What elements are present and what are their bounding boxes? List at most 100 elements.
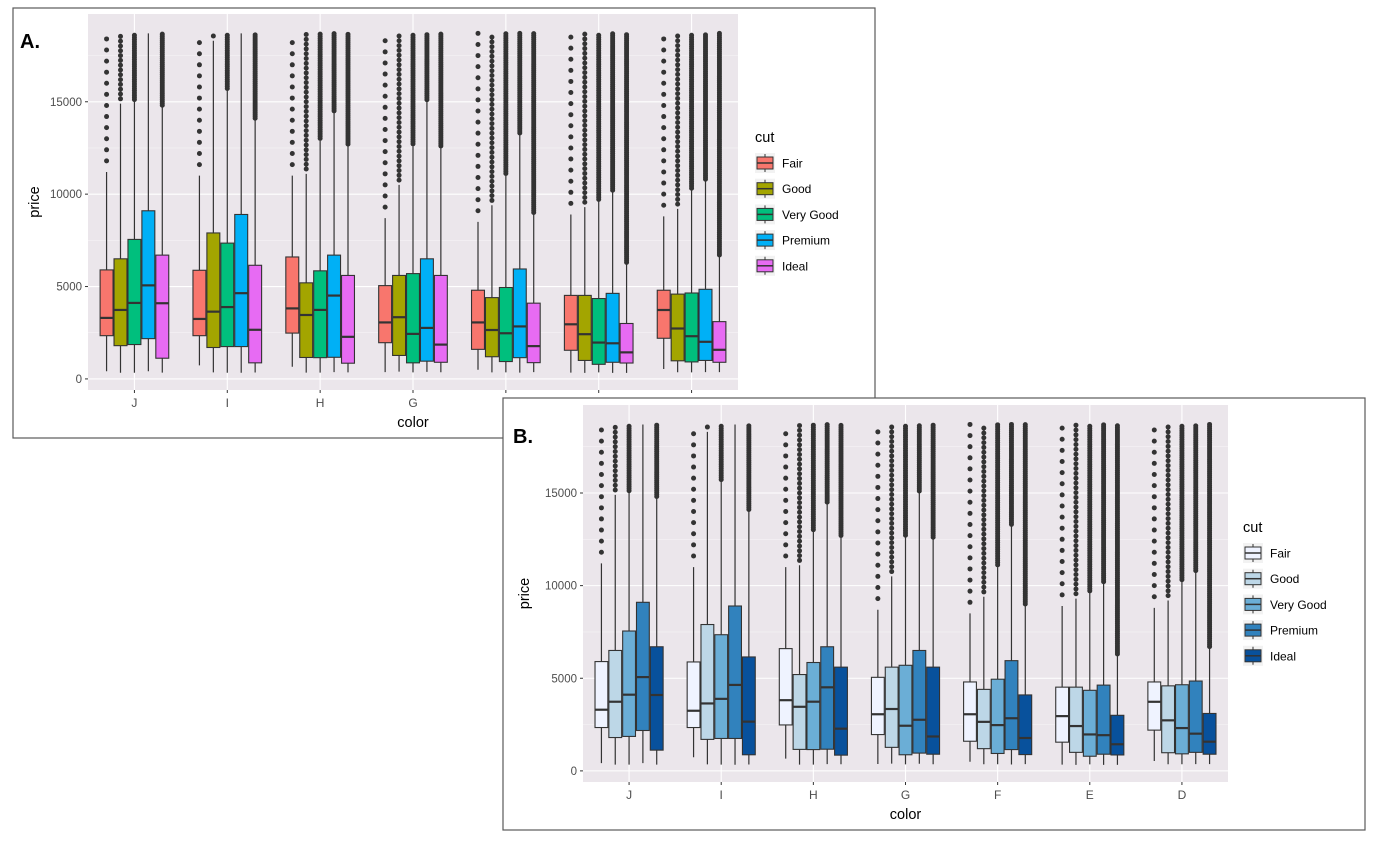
box-premium-F (512, 30, 527, 373)
outlier-point (624, 32, 630, 38)
box-very-good-E (591, 32, 606, 373)
outlier-point (159, 31, 165, 37)
box-premium-D (698, 32, 713, 373)
outlier-point (612, 482, 618, 488)
outlier-point (303, 36, 309, 42)
outlier-point (118, 38, 123, 44)
outlier-point (967, 555, 973, 561)
box (1147, 681, 1162, 731)
outlier-point (582, 146, 588, 152)
outlier-point (889, 496, 895, 502)
box (1055, 686, 1070, 743)
outlier-point (303, 156, 309, 162)
box (806, 661, 821, 751)
box (340, 274, 356, 364)
outlier-point (675, 172, 681, 178)
outlier-point (396, 86, 402, 92)
outlier-point (489, 188, 495, 194)
outlier-point (1101, 422, 1107, 428)
box-fair-G (378, 38, 393, 373)
outlier-point (1073, 466, 1079, 472)
outlier-point (1165, 438, 1171, 444)
box (470, 289, 486, 350)
outlier-point (783, 453, 789, 459)
outlier-point (118, 91, 123, 97)
outlier-point (1073, 446, 1079, 452)
outlier-point (875, 529, 881, 535)
outlier-point (612, 439, 618, 445)
outlier-point (382, 71, 388, 77)
box-good-F (484, 34, 499, 373)
outlier-point (1165, 429, 1171, 435)
outlier-point (675, 129, 681, 135)
outlier-point (1165, 578, 1171, 584)
outlier-point (1073, 538, 1079, 544)
outlier-point (489, 39, 495, 45)
outlier-point (582, 70, 588, 76)
outlier-point (967, 488, 973, 494)
outlier-point (797, 529, 803, 535)
outlier-point (196, 62, 202, 68)
outlier-point (489, 82, 495, 88)
outlier-point (382, 149, 388, 155)
outlier-point (797, 500, 803, 506)
outlier-point (797, 471, 803, 477)
outlier-point (568, 167, 574, 173)
outlier-point (703, 32, 708, 38)
box (113, 258, 128, 347)
outlier-point (967, 421, 973, 427)
outlier-point (903, 423, 908, 429)
outlier-point (582, 118, 588, 124)
outlier-point (889, 438, 895, 444)
outlier-point (582, 194, 588, 200)
outlier-point (568, 56, 574, 62)
outlier-point (568, 189, 574, 195)
outlier-point (661, 158, 667, 164)
panel-label: A. (20, 31, 40, 53)
outlier-point (675, 67, 681, 73)
outlier-point (661, 202, 667, 208)
outlier-point (582, 185, 588, 191)
outlier-point (1151, 427, 1157, 433)
outlier-point (967, 566, 973, 572)
box-very-good-G (898, 423, 913, 765)
box-good-G (884, 424, 899, 764)
outlier-point (889, 491, 895, 497)
outlier-point (1059, 570, 1065, 576)
outlier-point (1151, 583, 1157, 589)
outlier-point (691, 442, 697, 448)
outlier-point (981, 521, 987, 527)
outlier-point (289, 62, 295, 68)
outlier-point (661, 114, 667, 120)
box-very-good-J (622, 423, 637, 765)
outlier-point (489, 183, 495, 189)
outlier-point (489, 135, 495, 141)
outlier-point (489, 73, 495, 79)
outlier-point (797, 432, 803, 438)
outlier-point (382, 82, 388, 88)
outlier-point (1151, 483, 1157, 489)
outlier-point (889, 506, 895, 512)
outlier-point (691, 431, 697, 437)
outlier-point (967, 544, 973, 550)
outlier-point (783, 486, 789, 492)
box-very-good-I (220, 32, 235, 373)
outlier-point (1165, 573, 1171, 579)
outlier-point (289, 95, 295, 101)
y-tick-label: 15000 (50, 97, 82, 109)
outlier-point (104, 58, 110, 64)
box (1082, 689, 1097, 757)
outlier-point (289, 51, 295, 57)
outlier-point (889, 554, 895, 560)
box (608, 649, 623, 739)
outlier-point (489, 53, 495, 59)
legend-item: Premium (1243, 620, 1318, 641)
outlier-point (675, 115, 681, 121)
outlier-point (930, 422, 936, 428)
outlier-point (783, 475, 789, 481)
outlier-point (704, 424, 710, 430)
box (1174, 684, 1189, 755)
outlier-point (797, 427, 803, 433)
outlier-point (612, 477, 618, 483)
outlier-point (489, 111, 495, 117)
